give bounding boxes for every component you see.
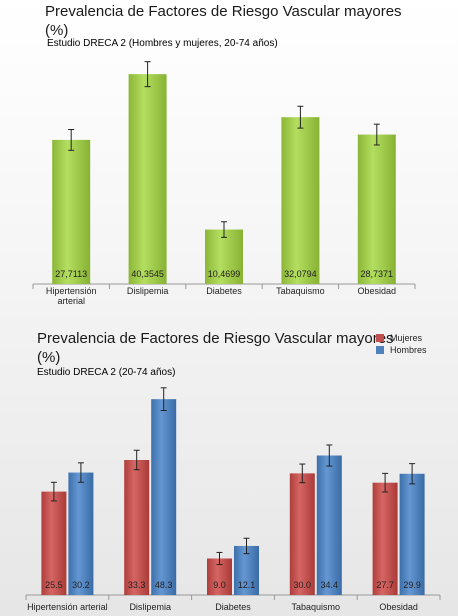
bar-hombres [151, 399, 177, 595]
category-label: Hipertensión arterial [46, 286, 97, 306]
bar-mujeres [372, 482, 398, 595]
category-label: Diabetes [215, 602, 251, 612]
data-label: 9.0 [213, 580, 226, 590]
category-label: Tabaquismo [276, 286, 325, 296]
bar-chart-plot: 27,7113 40,3545 10,4699 32,0794 28,7371 Hiper… [32, 61, 416, 306]
data-label: 30.0 [294, 580, 312, 590]
category-label: Dislipemia [127, 286, 169, 296]
grouped-bar-chart-plot: 25.5 30.2 33.3 48.3 9.0 12.1 30.0 34.4 27.7 29.9 H… [25, 387, 441, 612]
data-label: 32,0794 [284, 269, 317, 279]
chart-top: Prevalencia de Factores de Riesgo Vascul… [32, 3, 416, 306]
bar [52, 139, 91, 284]
chart-subtitle: Estudio DRECA 2 (Hombres y mujeres, 20-7… [47, 38, 278, 49]
data-label: 27.7 [376, 580, 394, 590]
bar-mujeres [41, 491, 67, 595]
data-label: 25.5 [45, 580, 63, 590]
bar-hombres [68, 472, 94, 595]
data-label: 10,4699 [208, 269, 241, 279]
data-label: 27,7113 [55, 269, 87, 279]
legend-swatch [376, 334, 384, 342]
bar-mujeres [124, 459, 150, 595]
chart-title: Prevalencia de Factores de Riesgo Vascul… [45, 3, 402, 39]
bar [205, 229, 243, 284]
legend-item-mujeres: Mujeres [376, 332, 427, 344]
chart-bottom: Prevalencia de Factores de Riesgo Vascul… [0, 312, 458, 616]
data-label: 12.1 [238, 580, 256, 590]
data-label: 29.9 [403, 580, 421, 590]
category-label: Obesidad [379, 602, 418, 612]
bar [281, 117, 320, 284]
data-label: 30.2 [72, 580, 90, 590]
category-label: Dislipemia [129, 602, 171, 612]
data-label: 48.3 [155, 580, 173, 590]
legend-item-hombres: Hombres [376, 344, 427, 356]
data-label: 34.4 [321, 580, 339, 590]
bar-hombres [399, 473, 425, 595]
legend-label: Mujeres [390, 333, 423, 343]
category-label: Obesidad [358, 286, 397, 296]
bar-hombres [316, 455, 342, 595]
legend-label: Hombres [390, 345, 427, 355]
bar [128, 74, 167, 284]
bar [357, 134, 396, 284]
data-label: 33.3 [128, 580, 146, 590]
legend-swatch [376, 346, 384, 354]
category-label: Diabetes [206, 286, 242, 296]
bar-mujeres [289, 473, 315, 595]
chart-legend: Mujeres Hombres [376, 332, 427, 356]
category-label: Hipertensión arterial [27, 602, 108, 612]
data-label: 28,7371 [361, 269, 394, 279]
chart-subtitle: Estudio DRECA 2 (20-74 años) [37, 367, 176, 378]
data-label: 40,3545 [131, 269, 164, 279]
category-label: Tabaquismo [292, 602, 341, 612]
